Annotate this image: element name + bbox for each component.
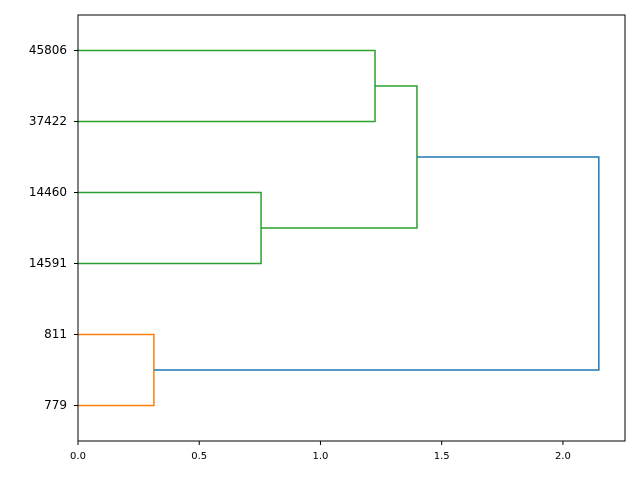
x-tick-label: 0.0 bbox=[70, 451, 86, 462]
y-tick-label: 14460 bbox=[29, 185, 67, 199]
y-tick-label: 811 bbox=[44, 327, 67, 341]
y-tick-label: 779 bbox=[44, 398, 67, 412]
x-tick-label: 1.0 bbox=[313, 451, 329, 462]
y-tick-label: 45806 bbox=[29, 43, 67, 57]
x-tick-label: 2.0 bbox=[555, 451, 571, 462]
link bbox=[78, 49, 376, 123]
x-tick-label: 0.5 bbox=[191, 451, 207, 462]
link bbox=[261, 85, 418, 229]
x-tick-label: 1.5 bbox=[434, 451, 450, 462]
plot-frame bbox=[77, 14, 626, 442]
y-tick-label: 37422 bbox=[29, 114, 67, 128]
link bbox=[78, 191, 262, 265]
y-tick-label: 14591 bbox=[29, 256, 67, 270]
link bbox=[153, 156, 600, 371]
link bbox=[78, 333, 155, 407]
